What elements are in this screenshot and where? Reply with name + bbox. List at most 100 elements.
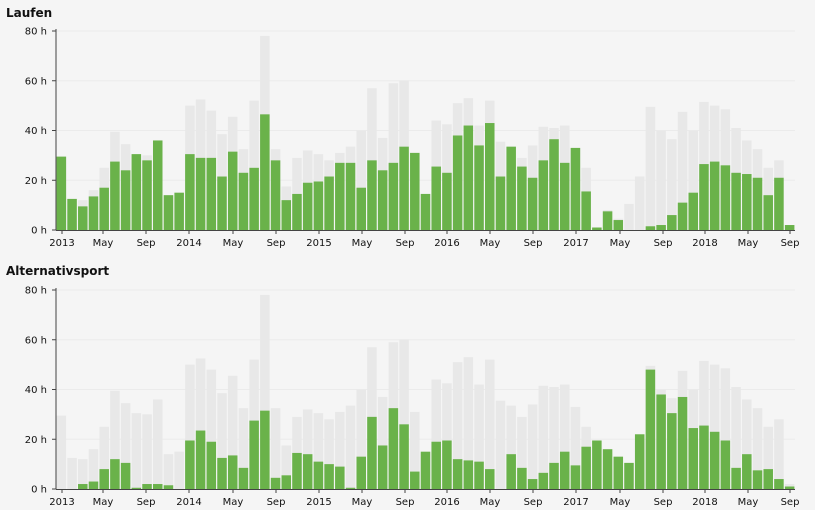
background-bar bbox=[709, 364, 720, 489]
background-bar bbox=[763, 426, 773, 489]
background-bar bbox=[120, 403, 131, 489]
background-bar bbox=[302, 409, 313, 489]
background-bar bbox=[217, 393, 227, 489]
bar bbox=[335, 466, 345, 489]
x-tick-label: Sep bbox=[267, 497, 286, 508]
bar bbox=[313, 461, 324, 489]
bar bbox=[527, 479, 538, 489]
bar bbox=[731, 172, 741, 230]
x-tick-label: May bbox=[93, 238, 114, 249]
bar bbox=[538, 472, 549, 489]
bar bbox=[260, 114, 270, 230]
bar bbox=[260, 410, 270, 489]
bar bbox=[292, 452, 302, 489]
background-bar bbox=[688, 130, 699, 230]
y-tick-label: 20 h bbox=[25, 176, 47, 187]
bar bbox=[131, 487, 142, 489]
bar bbox=[613, 220, 624, 230]
bar bbox=[752, 470, 763, 489]
background-bar bbox=[260, 294, 270, 489]
x-tick-label: 2015 bbox=[306, 238, 331, 249]
y-tick-label: 20 h bbox=[25, 435, 47, 446]
background-bar bbox=[399, 339, 409, 489]
bar bbox=[677, 202, 688, 230]
bar bbox=[420, 193, 431, 230]
bar bbox=[645, 369, 656, 489]
bar bbox=[452, 135, 463, 230]
bar bbox=[709, 161, 720, 230]
bar bbox=[238, 172, 249, 230]
bar bbox=[99, 469, 109, 489]
background-bar bbox=[485, 359, 495, 489]
background-bar bbox=[270, 408, 281, 489]
background-bar bbox=[206, 369, 217, 489]
bar bbox=[667, 413, 677, 489]
bar bbox=[249, 167, 259, 230]
x-tick-label: Sep bbox=[137, 497, 156, 508]
background-bar bbox=[570, 406, 581, 489]
bar bbox=[720, 165, 731, 230]
background-bar bbox=[185, 364, 195, 489]
background-bar bbox=[506, 405, 516, 489]
bar bbox=[581, 446, 591, 489]
bar bbox=[699, 164, 709, 230]
bar bbox=[142, 484, 152, 489]
bar bbox=[442, 440, 452, 489]
y-tick-label: 60 h bbox=[25, 76, 47, 87]
background-bar bbox=[559, 384, 570, 489]
bar bbox=[78, 206, 88, 230]
bar bbox=[195, 430, 206, 489]
bar bbox=[592, 227, 602, 230]
bar bbox=[624, 462, 634, 489]
bar bbox=[667, 215, 677, 230]
bar bbox=[152, 140, 163, 230]
bar bbox=[570, 465, 581, 489]
bar bbox=[367, 160, 377, 230]
x-tick-label: May bbox=[738, 238, 759, 249]
bar bbox=[120, 170, 131, 230]
bar bbox=[688, 428, 699, 489]
bar bbox=[110, 161, 120, 230]
x-tick-label: 2016 bbox=[434, 238, 459, 249]
x-tick-label: May bbox=[480, 497, 501, 508]
background-bar bbox=[367, 88, 377, 231]
bar bbox=[656, 225, 666, 230]
background-bar bbox=[495, 400, 506, 489]
bar bbox=[302, 182, 313, 230]
bar bbox=[634, 434, 645, 489]
background-bar bbox=[742, 399, 752, 489]
bar bbox=[752, 177, 763, 230]
bar bbox=[120, 462, 131, 489]
bar bbox=[238, 467, 249, 489]
bar bbox=[281, 475, 292, 489]
background-bar bbox=[774, 419, 784, 489]
bar bbox=[377, 445, 388, 489]
x-tick-label: Sep bbox=[654, 238, 673, 249]
bar bbox=[485, 123, 495, 230]
x-tick-label: Sep bbox=[524, 497, 543, 508]
bar bbox=[463, 460, 474, 489]
bar bbox=[742, 454, 752, 489]
background-bar bbox=[356, 130, 366, 230]
bar bbox=[602, 449, 613, 489]
background-bar bbox=[99, 426, 109, 489]
background-bar bbox=[131, 413, 142, 489]
x-tick-label: Sep bbox=[524, 238, 543, 249]
bar bbox=[270, 160, 281, 230]
background-bar bbox=[195, 358, 206, 489]
bar bbox=[784, 486, 795, 489]
bar bbox=[131, 154, 142, 230]
bar bbox=[78, 484, 88, 489]
x-tick-label: 2017 bbox=[563, 238, 588, 249]
background-bar bbox=[227, 375, 238, 489]
background-bar bbox=[452, 362, 463, 489]
bar bbox=[410, 152, 420, 230]
bar bbox=[270, 477, 281, 489]
y-tick-label: 40 h bbox=[25, 385, 47, 396]
background-bar bbox=[345, 405, 356, 489]
x-tick-label: Sep bbox=[396, 238, 415, 249]
background-bar bbox=[238, 408, 249, 489]
bar bbox=[174, 192, 184, 230]
bar bbox=[195, 157, 206, 230]
